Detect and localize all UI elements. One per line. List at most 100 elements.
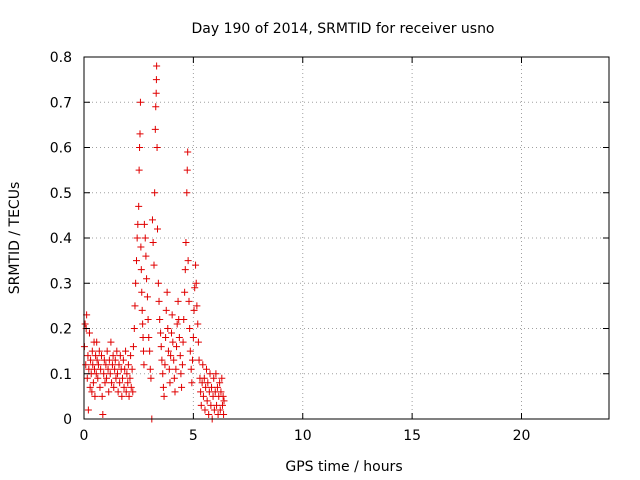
data-point: [137, 266, 145, 274]
data-point: [151, 189, 159, 197]
data-point: [175, 334, 183, 342]
data-point: [176, 352, 184, 360]
data-point: [94, 361, 102, 369]
data-point: [146, 347, 154, 355]
data-point: [183, 189, 191, 197]
data-point: [110, 383, 118, 391]
data-point: [163, 288, 171, 296]
data-point: [162, 334, 170, 342]
data-point: [85, 329, 93, 337]
x-tick-label: 5: [189, 428, 198, 444]
data-point: [124, 361, 132, 369]
data-point: [189, 356, 196, 364]
data-point: [155, 297, 163, 305]
data-point: [206, 370, 214, 378]
grid-lines: [84, 57, 609, 419]
data-point: [133, 234, 141, 242]
data-point: [208, 383, 216, 391]
data-point: [159, 370, 167, 378]
data-point: [153, 144, 161, 151]
data-point: [142, 252, 150, 260]
data-point: [91, 365, 98, 373]
data-point: [161, 361, 169, 369]
y-tick-label: 0.5: [50, 186, 72, 202]
y-tick-label: 0.3: [50, 276, 72, 292]
data-point: [127, 383, 135, 391]
data-point: [94, 374, 102, 382]
data-point: [184, 148, 192, 156]
data-point: [145, 334, 153, 342]
data-point: [185, 297, 193, 305]
data-point: [182, 239, 190, 247]
data-point: [160, 392, 168, 400]
data-point: [157, 329, 165, 337]
data-point: [111, 365, 119, 373]
data-point: [140, 361, 148, 369]
data-point: [95, 347, 103, 355]
y-axis-label: SRMTID / TECUs: [7, 182, 23, 295]
data-point: [93, 338, 101, 346]
data-point: [180, 315, 188, 323]
data-point: [109, 352, 117, 360]
y-tick-label: 0: [63, 412, 72, 428]
data-point: [157, 343, 165, 351]
data-point: [101, 379, 109, 387]
data-point: [140, 220, 148, 228]
data-point: [170, 374, 178, 382]
data-point: [119, 356, 127, 364]
data-point: [97, 365, 105, 373]
data-point: [122, 347, 130, 355]
data-point: [98, 352, 105, 360]
data-point: [154, 279, 162, 287]
data-point: [114, 388, 122, 396]
data-point: [186, 347, 194, 355]
data-point: [99, 410, 107, 418]
data-point: [135, 202, 143, 210]
data-point: [171, 388, 179, 396]
data-point: [205, 410, 213, 418]
data-point: [84, 406, 92, 414]
data-point: [162, 306, 170, 314]
data-point: [118, 392, 126, 400]
data-point: [194, 320, 202, 328]
data-point: [123, 370, 131, 378]
data-point: [181, 266, 189, 274]
data-point: [121, 365, 129, 373]
data-point: [104, 365, 112, 373]
data-point: [203, 397, 211, 405]
data-point: [195, 356, 203, 364]
data-point: [216, 379, 224, 387]
data-point: [116, 379, 124, 387]
data-point: [120, 383, 128, 391]
data-point: [122, 388, 130, 396]
data-point: [187, 365, 195, 373]
data-point: [159, 383, 167, 391]
x-tick-label: 20: [513, 428, 531, 444]
data-point: [88, 388, 96, 396]
data-point: [83, 374, 91, 382]
data-point: [93, 356, 101, 364]
data-point: [102, 361, 110, 369]
data-point: [87, 356, 95, 364]
data-point: [136, 144, 144, 151]
data-point: [184, 257, 192, 265]
data-point: [183, 166, 191, 174]
data-point: [218, 401, 226, 409]
data-point: [105, 388, 113, 396]
data-point: [203, 365, 210, 373]
data-point: [112, 374, 120, 382]
data-point: [168, 329, 175, 337]
data-point: [107, 338, 115, 346]
data-point: [113, 370, 121, 378]
data-point: [140, 347, 147, 355]
data-point: [103, 347, 111, 355]
data-point: [89, 379, 97, 387]
data-point: [172, 365, 180, 373]
data-point: [173, 320, 181, 328]
data-point: [177, 370, 185, 378]
y-tick-label: 0.1: [50, 367, 72, 383]
y-tick-label: 0.6: [50, 141, 72, 157]
data-point: [126, 374, 134, 382]
data-point: [220, 397, 228, 405]
data-point: [218, 374, 226, 382]
